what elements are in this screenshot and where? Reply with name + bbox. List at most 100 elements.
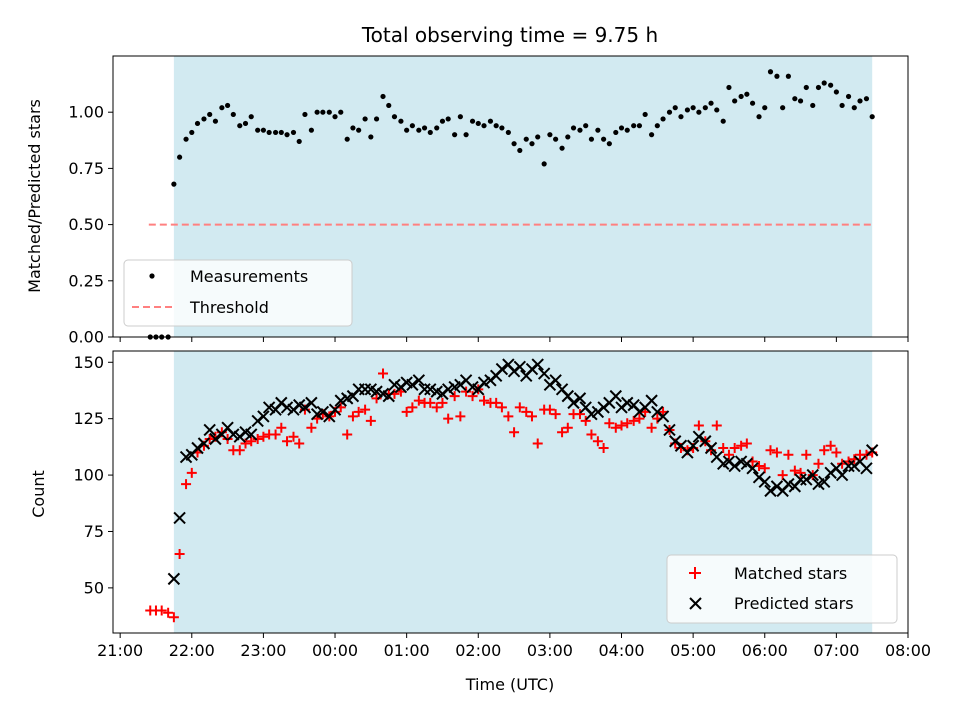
measurement-point [487,118,494,124]
matched-star-point [449,391,460,402]
measurement-point [344,136,350,142]
measurement-point [362,116,368,122]
measurement-point [797,98,804,104]
measurement-point [194,120,201,127]
matched-star-point [270,429,281,440]
measurement-point [380,93,386,100]
predicted-star-point [728,459,741,473]
matched-star-point [246,436,257,447]
matched-star-point [509,427,520,438]
measurement-point [302,111,308,118]
measurement-point [284,132,290,138]
measurement-point [684,107,691,113]
matched-star-point [777,470,788,481]
matched-star-point [156,605,167,616]
measurement-point [481,123,487,129]
x-tick-label: 04:00 [598,641,644,660]
x-tick-label: 21:00 [97,641,143,660]
x-axis-label: Time (UTC) [465,675,554,694]
predicted-star-point [305,396,318,410]
measurement-point [767,69,774,75]
matched-star-point [181,479,192,490]
predicted-star-point [865,444,879,457]
x-tick-label: 02:00 [455,641,501,660]
measurement-point [732,98,738,104]
matched-star-point [443,413,454,424]
measurement-point [810,102,816,109]
predicted-star-point [245,428,258,441]
legend-label-measurements: Measurements [190,267,308,286]
measurement-point [517,147,523,154]
measurement-point [553,136,559,142]
matched-star-point [729,443,740,454]
matched-star-point [646,422,657,433]
measurement-point [469,118,476,124]
measurement-point [511,141,517,147]
measurement-point [373,116,380,122]
measurement-point [762,105,768,111]
measurement-point [266,129,272,136]
predicted-star-point [835,468,849,482]
matched-star-point [574,409,585,420]
matched-star-point [801,449,812,460]
measurement-point [404,127,410,133]
matched-star-point [467,391,478,402]
x-tick-label: 07:00 [813,641,859,660]
matched-star-point [174,549,185,560]
measurement-point [744,91,750,97]
predicted-star-point [704,441,718,455]
measurement-point [696,109,702,115]
matched-star-point [544,404,555,415]
matched-star-point [711,420,722,431]
matched-star-point [431,402,442,413]
measurement-point [237,123,243,129]
matched-star-point [783,449,794,460]
measurement-point [368,134,374,140]
predicted-star-point [817,475,831,489]
measurement-point [314,109,320,115]
predicted-star-point [298,401,312,414]
predicted-star-point [197,437,211,450]
measurement-point [434,125,440,131]
matched-star-point [240,438,251,449]
x-tick-label: 23:00 [240,641,286,660]
matched-star-point [825,440,836,451]
measurement-point [636,123,643,129]
predicted-star-point [663,423,676,437]
matched-star-point [628,415,639,426]
predicted-star-point [209,432,222,446]
predicted-star-point [686,439,700,452]
matched-star-point [234,445,245,456]
predicted-star-point [316,405,330,419]
matched-star-point [526,411,537,422]
measurement-point [499,125,505,131]
measurement-point [660,116,666,122]
measurement-point [320,109,326,115]
measurement-point [207,111,213,118]
matched-star-point [819,445,830,456]
measurement-point [350,125,356,131]
legend-marker-matched [689,567,701,579]
measurement-point [690,105,696,111]
matched-star-point [306,422,317,433]
chart-title: Total observing time = 9.75 h [361,23,658,47]
predicted-star-point [573,392,587,405]
matched-star-point [282,436,293,447]
matched-star-point [795,467,806,478]
x-tick-label: 22:00 [169,641,215,660]
matched-star-point [168,612,179,623]
measurement-point [308,127,314,133]
y-tick-label: 125 [73,409,104,428]
measurement-point [606,141,612,147]
predicted-star-point [806,468,819,482]
measurement-point [792,96,798,102]
measurement-point [618,125,625,131]
measurement-point [505,129,511,136]
matched-star-point [514,402,525,413]
matched-star-point [163,607,174,618]
matched-star-point [765,445,776,456]
measurement-point [780,105,786,111]
matched-star-point [288,431,299,442]
predicted-star-point [656,410,670,423]
measurement-point [774,73,780,79]
